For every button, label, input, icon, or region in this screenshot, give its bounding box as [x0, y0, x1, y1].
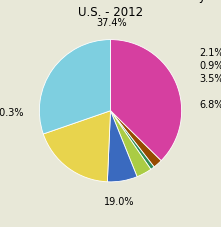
Text: 3.5%: 3.5% — [199, 74, 221, 84]
Wedge shape — [110, 40, 182, 161]
Wedge shape — [110, 111, 161, 167]
Wedge shape — [110, 111, 154, 170]
Text: 37.4%: 37.4% — [97, 18, 127, 28]
Wedge shape — [107, 111, 137, 182]
Text: 2.1%: 2.1% — [199, 48, 221, 58]
Wedge shape — [39, 40, 110, 134]
Text: 6.8%: 6.8% — [199, 99, 221, 109]
Wedge shape — [110, 111, 151, 177]
Text: 0.9%: 0.9% — [199, 61, 221, 71]
Text: 30.3%: 30.3% — [0, 108, 24, 118]
Wedge shape — [43, 111, 110, 182]
Title: Sources of Generated Electricity
U.S. - 2012: Sources of Generated Electricity U.S. - … — [15, 0, 206, 19]
Text: 19.0%: 19.0% — [104, 196, 134, 206]
